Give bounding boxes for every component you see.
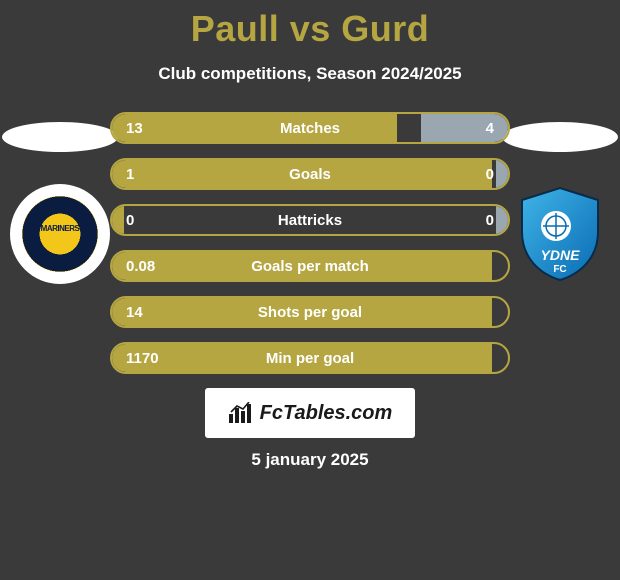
stat-fill-left [112, 114, 397, 142]
snapshot-date: 5 january 2025 [0, 450, 620, 470]
stat-value-right: 0 [486, 206, 494, 234]
bar-chart-icon [228, 402, 254, 424]
stat-value-left: 1 [126, 160, 134, 188]
sydney-fc-crest-icon: YDNE FC [518, 186, 602, 282]
stat-fill-left [112, 206, 124, 234]
club-badge-left: MARINERS [10, 184, 110, 284]
branding-text: FcTables.com [260, 402, 393, 425]
svg-text:FC: FC [553, 264, 566, 275]
player-silhouette-icon [500, 120, 620, 154]
subtitle: Club competitions, Season 2024/2025 [0, 64, 620, 84]
stat-fill-left [112, 344, 492, 372]
branding-badge: FcTables.com [205, 388, 415, 438]
player-right-column: YDNE FC [500, 120, 620, 284]
stat-fill-right [421, 114, 508, 142]
stat-value-left: 0.08 [126, 252, 155, 280]
player-silhouette-icon [0, 120, 120, 154]
stat-fill-right [496, 206, 508, 234]
stat-value-left: 0 [126, 206, 134, 234]
mariners-crest-icon: MARINERS [22, 196, 98, 272]
stat-row: 14Shots per goal [110, 296, 510, 328]
mariners-crest-text: MARINERS [22, 224, 98, 233]
stat-value-right: 0 [486, 160, 494, 188]
stat-row: 10Goals [110, 158, 510, 190]
comparison-card: Paull vs Gurd Club competitions, Season … [0, 0, 620, 470]
stat-value-left: 13 [126, 114, 143, 142]
stat-fill-left [112, 160, 492, 188]
stat-fill-left [112, 298, 492, 326]
stat-row: 0.08Goals per match [110, 250, 510, 282]
stat-fill-right [496, 160, 508, 188]
player-left-column: MARINERS [0, 120, 120, 284]
stat-row: 134Matches [110, 112, 510, 144]
stat-value-left: 14 [126, 298, 143, 326]
stat-label: Hattricks [112, 206, 508, 234]
stat-rows: 134Matches10Goals00Hattricks0.08Goals pe… [110, 112, 510, 374]
stat-value-right: 4 [486, 114, 494, 142]
stat-row: 1170Min per goal [110, 342, 510, 374]
stat-fill-left [112, 252, 492, 280]
svg-text:YDNE: YDNE [541, 247, 581, 263]
stat-value-left: 1170 [126, 344, 159, 372]
page-title: Paull vs Gurd [0, 8, 620, 50]
stat-row: 0 0Hattricks [110, 204, 510, 236]
club-badge-right: YDNE FC [510, 184, 610, 284]
